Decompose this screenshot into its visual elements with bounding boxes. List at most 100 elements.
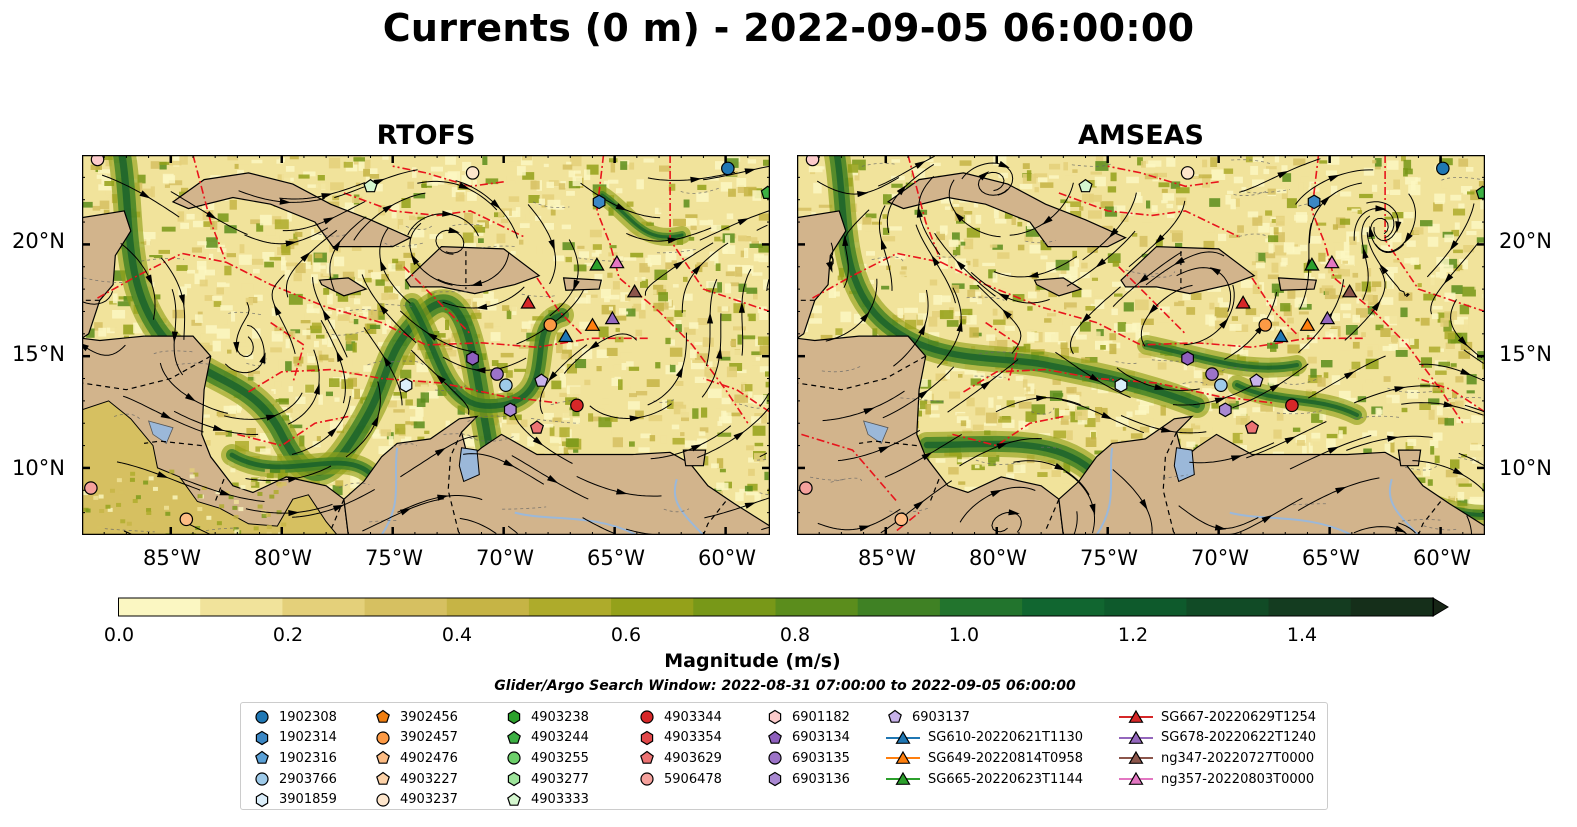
lon-label-rtofs-80: 80°W (254, 546, 312, 570)
streamline-arrow (863, 407, 875, 415)
platform-marker (626, 284, 643, 298)
streamline-arrow (1460, 368, 1472, 376)
landmass-trinidad (682, 449, 707, 467)
map-amseas[interactable] (797, 155, 1485, 535)
platform-marker (499, 378, 513, 393)
platform-marker (592, 194, 606, 210)
eez-line (248, 368, 560, 404)
map-rtofs[interactable] (82, 155, 770, 535)
legend-column: 6901182 6903134 6903135 6903136 (766, 707, 850, 810)
platform-marker (1475, 185, 1485, 200)
legend-marker-shape (1128, 710, 1144, 724)
legend-marker (768, 710, 782, 725)
streamline-arrow (1160, 426, 1173, 433)
legend-marker-shape (768, 751, 782, 766)
platform-marker (520, 295, 536, 309)
legend-item (638, 789, 722, 810)
legend-item: 4903333 (505, 789, 589, 810)
river (1388, 478, 1420, 535)
colorbar-segment (528, 598, 612, 616)
streamline-arrow (532, 436, 544, 446)
platform-marker (179, 512, 194, 527)
streamline-arrow (1371, 300, 1381, 312)
legend-label: SG678-20220622T1240 (1161, 730, 1317, 746)
legend-marker-shape (376, 731, 390, 745)
colorbar-segment (1350, 598, 1434, 616)
eez-line (392, 165, 504, 188)
legend-marker-shape (507, 730, 521, 744)
streamline (1466, 515, 1473, 535)
colorbar-tick-3: 0.6 (610, 624, 642, 646)
legend-label: 6903135 (792, 750, 850, 766)
streamline (703, 165, 770, 181)
border-line (702, 501, 727, 535)
legend-marker (638, 791, 656, 809)
streamline (759, 393, 770, 407)
streamline-arrow (458, 182, 470, 190)
legend-label: 2903766 (279, 771, 337, 787)
streamline-arrow (1375, 205, 1387, 212)
legend-marker (886, 771, 920, 785)
lake-nicaragua (862, 420, 889, 445)
streamline-arrow (442, 210, 454, 217)
legend-item: 6903134 (766, 728, 850, 749)
legend-item: 6903136 (766, 769, 850, 790)
country-borders (82, 251, 727, 535)
legend-item: 4903277 (505, 769, 589, 790)
streamline-arrow (490, 199, 501, 210)
legend-marker (255, 792, 269, 807)
streamline-arrow (383, 355, 392, 367)
border-line (797, 355, 926, 391)
landmass-mexico (82, 155, 132, 340)
legend-item: 4902476 (374, 748, 458, 769)
legend-marker (766, 791, 784, 809)
streamline-arrow (139, 190, 151, 199)
streamline-arrow (1041, 215, 1053, 225)
colorbar-segment (1268, 598, 1352, 616)
streamline-arrow (313, 383, 320, 395)
legend-marker (640, 710, 654, 724)
streamline-arrow (916, 206, 923, 218)
streamline-arrow (300, 251, 311, 262)
platform-marker (1258, 318, 1273, 332)
streamline (1065, 471, 1095, 534)
streamline-arrow (737, 218, 749, 226)
legend-item: 1902316 (253, 748, 337, 769)
streamline-arrow (273, 304, 282, 316)
legend-label: 1902314 (279, 730, 337, 746)
legend-item: 4903237 (374, 789, 458, 810)
streamline-arrow (1327, 446, 1340, 454)
legend-item: 4903255 (505, 748, 589, 769)
streamline-arrow (1138, 274, 1149, 284)
eez-line (801, 433, 898, 503)
legend-marker (1119, 710, 1153, 724)
platform-marker (1341, 284, 1358, 298)
platform-marker (534, 373, 549, 387)
eez-line (192, 155, 648, 349)
legend-label: 6901182 (792, 709, 850, 725)
streamline-arrow (474, 367, 486, 374)
streamline-arrow (860, 311, 870, 323)
streamline-arrow (1008, 509, 1020, 516)
streamline-arrow (690, 176, 702, 183)
legend-column: 4903344 4903354 4903629 5906478 (638, 707, 722, 810)
legend-marker-shape (640, 772, 654, 786)
legend-marker (768, 730, 782, 744)
eez-line (1058, 192, 1242, 239)
legend-marker (376, 731, 390, 745)
legend-label: 4903237 (400, 792, 458, 808)
legend-marker-shape (507, 792, 521, 806)
streamline-arrow (859, 525, 871, 532)
platform-marker (1214, 378, 1228, 393)
legend-label: ng357-20220803T0000 (1161, 771, 1315, 787)
platform-marker (543, 318, 558, 332)
map-panel-rtofs[interactable] (82, 155, 770, 535)
streamline-arrow (1054, 463, 1066, 471)
streamline-arrow (156, 471, 169, 478)
lat-label-right-15: 15°N (1499, 342, 1552, 366)
map-panel-amseas[interactable] (797, 155, 1485, 535)
platform-marker (503, 402, 517, 418)
legend-label: 4903277 (531, 771, 589, 787)
legend-marker-shape (640, 710, 654, 724)
streamline-arrow (998, 160, 1010, 168)
